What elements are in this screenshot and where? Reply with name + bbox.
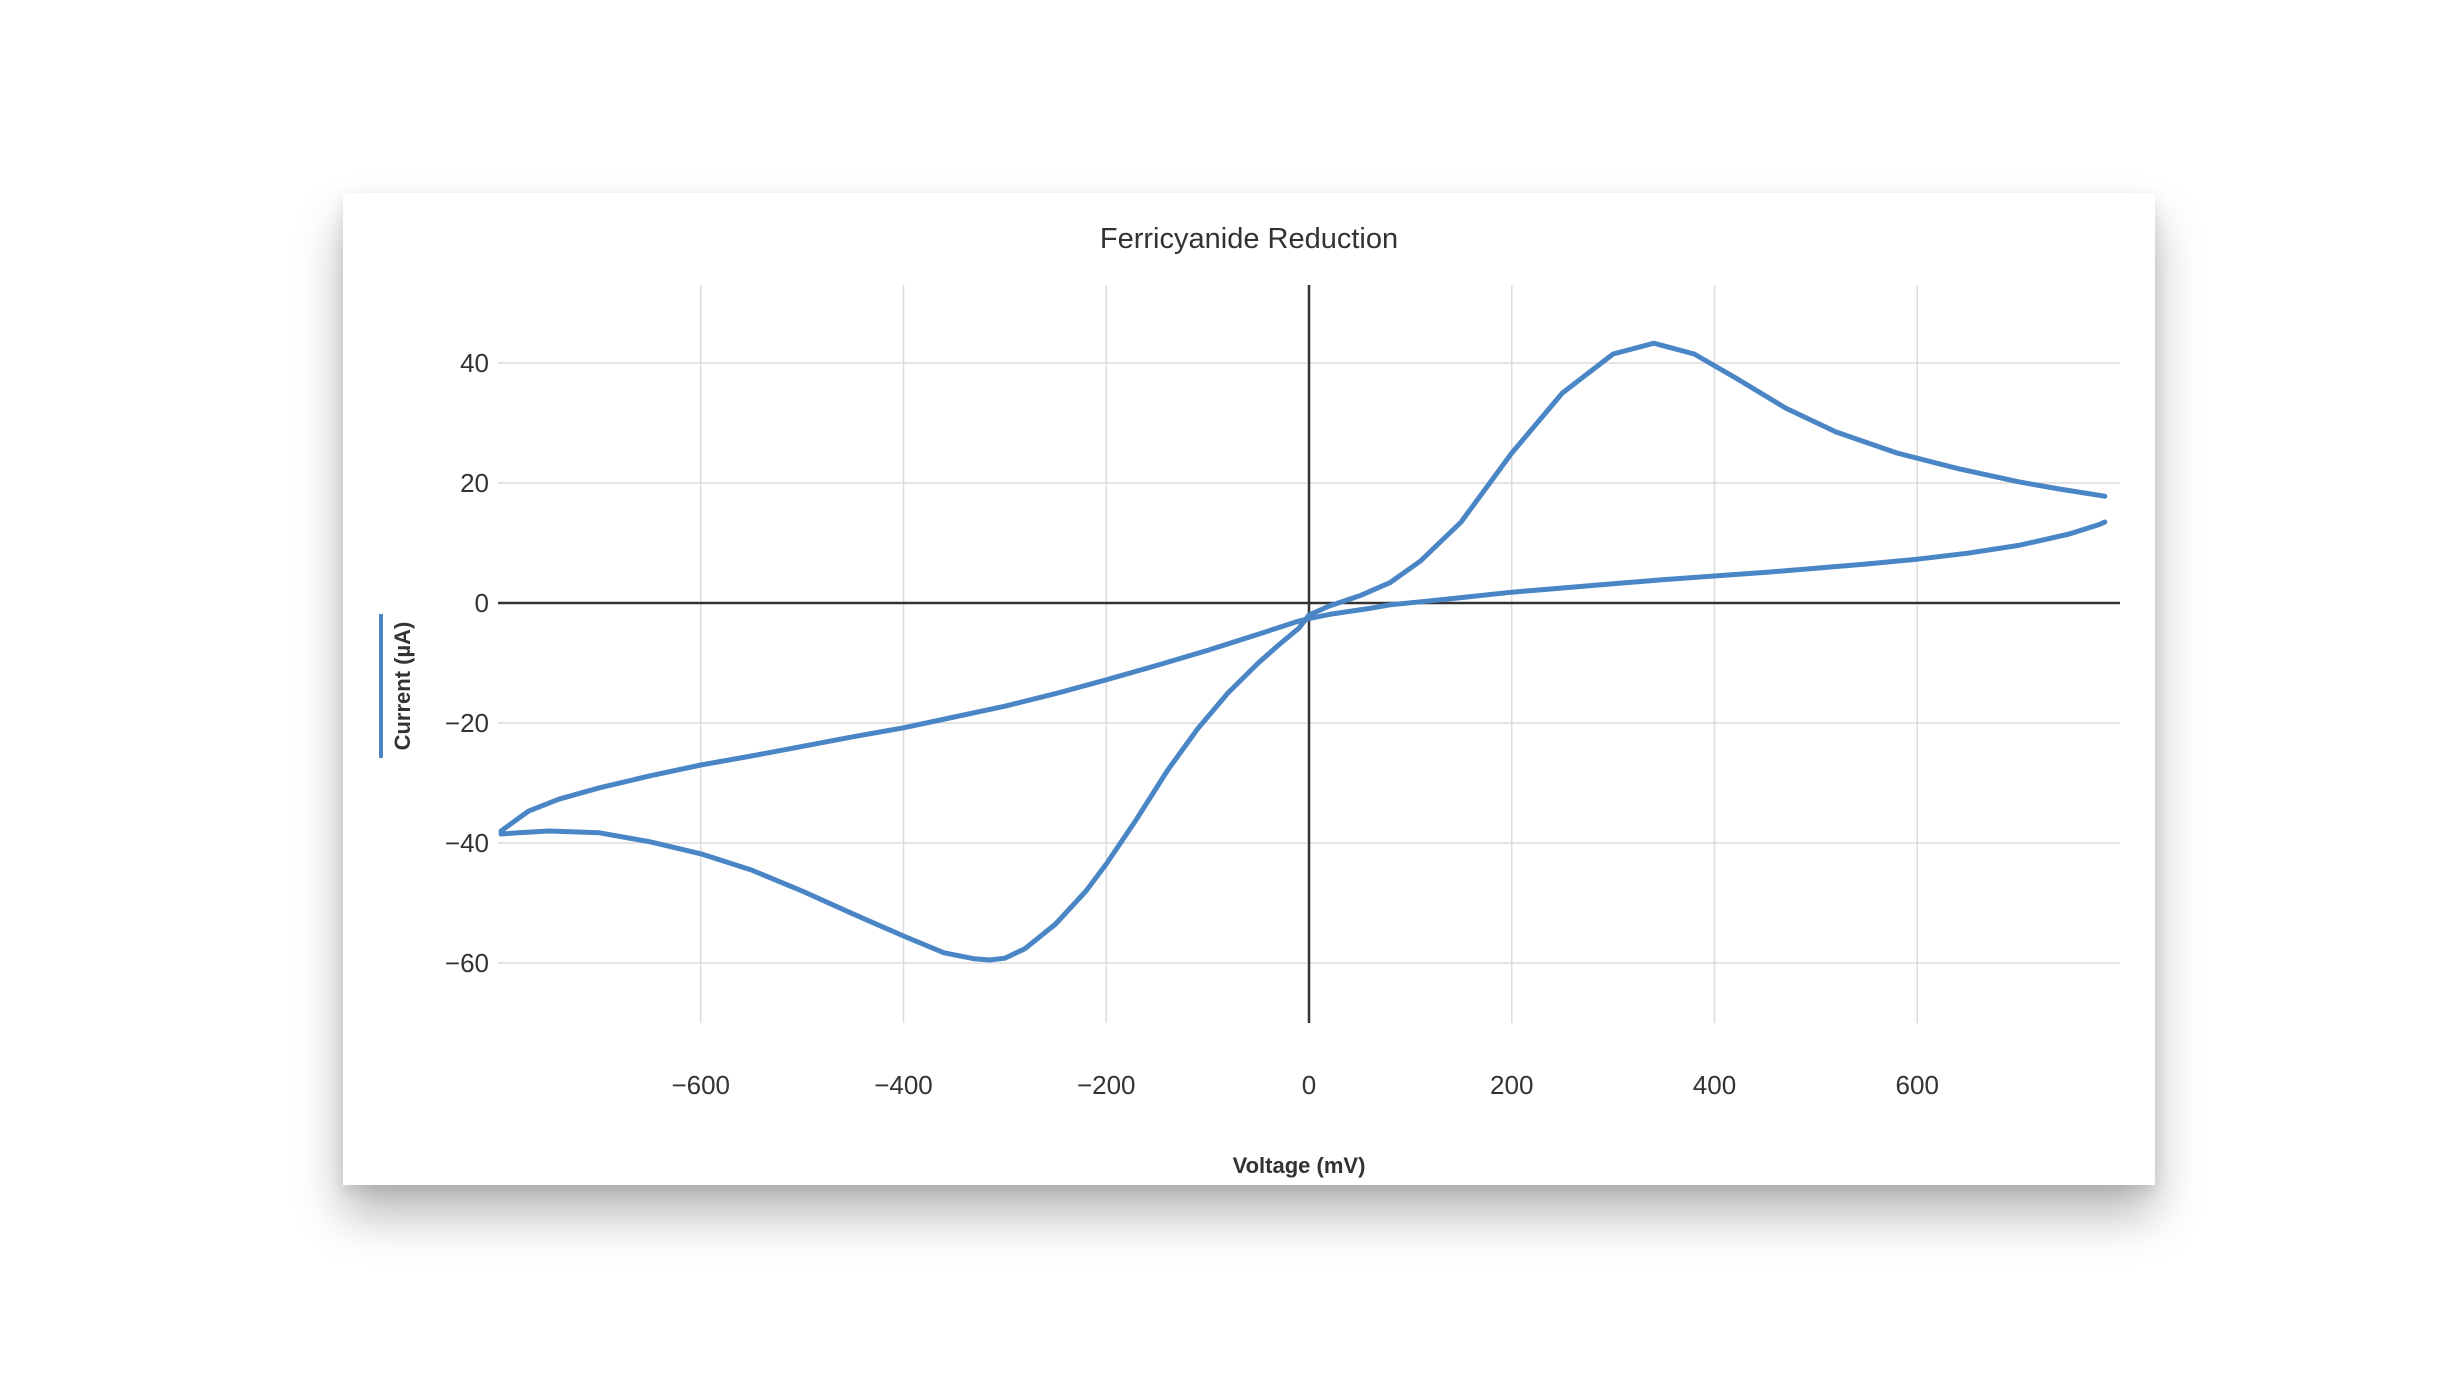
y-tick-label: −20 [445, 708, 489, 738]
y-tick-label: 40 [460, 348, 489, 378]
y-tick-label: 20 [460, 468, 489, 498]
y-tick-label: −60 [445, 948, 489, 978]
y-axis-title: Current (µA) [390, 622, 415, 751]
x-tick-label: 400 [1693, 1070, 1736, 1100]
chart-card: Ferricyanide Reduction −600 −400 −200 0 200 4… [343, 193, 2155, 1185]
x-tick-label: 200 [1490, 1070, 1533, 1100]
series-line-forward-sweep [498, 340, 2108, 963]
x-tick-label: −200 [1077, 1070, 1136, 1100]
x-tick-label: −400 [874, 1070, 933, 1100]
chart-title: Ferricyanide Reduction [1099, 223, 1399, 255]
series-line-reverse-sweep [498, 519, 2108, 834]
x-tick-label: 600 [1896, 1070, 1939, 1100]
y-tick-label: −40 [445, 828, 489, 858]
y-tick-label: 0 [475, 588, 489, 618]
x-axis-title: Voltage (mV) [1233, 1153, 1366, 1178]
x-tick-label: 0 [1302, 1070, 1316, 1100]
x-tick-label: −600 [671, 1070, 730, 1100]
line-chart: −600 −400 −200 0 200 400 600−60−40−2002040Volt… [379, 285, 2120, 1178]
